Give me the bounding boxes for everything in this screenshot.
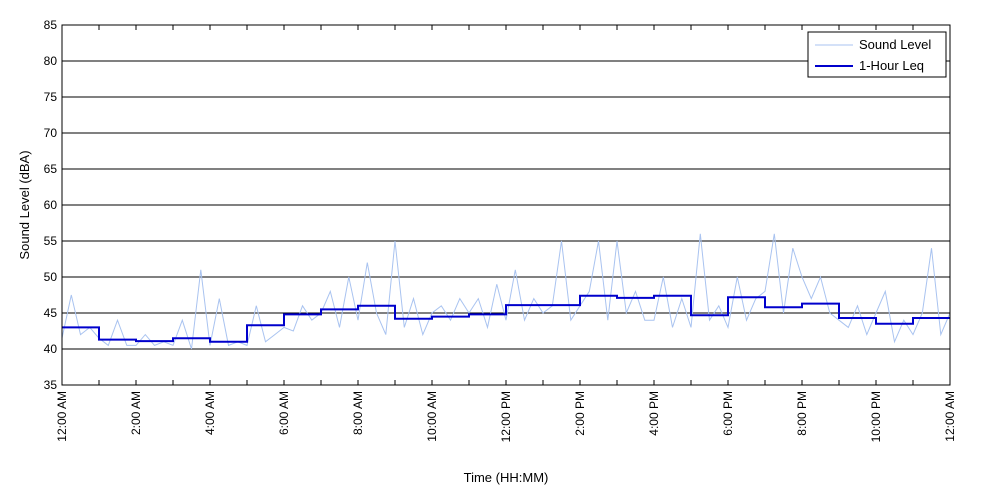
- x-tick-label: 2:00 PM: [573, 391, 587, 436]
- x-tick-label: 4:00 PM: [647, 391, 661, 436]
- y-tick-label: 85: [44, 18, 58, 32]
- y-axis-label: Sound Level (dBA): [17, 150, 32, 259]
- series-layer: [61, 233, 951, 350]
- x-tick-label: 6:00 PM: [721, 391, 735, 436]
- x-tick-label: 10:00 AM: [425, 391, 439, 442]
- y-tick-label: 60: [44, 198, 58, 212]
- legend-label-sound-level: Sound Level: [859, 37, 931, 52]
- x-tick-label: 12:00 AM: [943, 391, 957, 442]
- x-tick-label: 8:00 AM: [351, 391, 365, 435]
- legend-label-1-hour-leq: 1-Hour Leq: [859, 58, 924, 73]
- y-tick-label: 45: [44, 306, 58, 320]
- x-tick-label: 12:00 AM: [55, 391, 69, 442]
- y-tick-label: 75: [44, 90, 58, 104]
- tick-layer: 35 40 45 50 55 60 65 70 75 80 85 12:00 AM 2:00 AM 4:0…: [44, 18, 957, 442]
- series-line-1-hour-leq: [62, 294, 950, 343]
- y-tick-label: 35: [44, 378, 58, 392]
- x-tick-label: 6:00 AM: [277, 391, 291, 435]
- y-tick-label: 55: [44, 234, 58, 248]
- y-tick-label: 70: [44, 126, 58, 140]
- series-line-sound-level: [61, 233, 951, 350]
- x-tick-label: 8:00 PM: [795, 391, 809, 436]
- x-tick-label: 2:00 AM: [129, 391, 143, 435]
- x-tick-label: 12:00 PM: [499, 391, 513, 442]
- legend-box: [807, 31, 947, 78]
- x-axis-label: Time (HH:MM): [464, 470, 549, 485]
- y-tick-label: 65: [44, 162, 58, 176]
- x-tick-label: 4:00 AM: [203, 391, 217, 435]
- y-tick-label: 80: [44, 54, 58, 68]
- y-tick-label: 50: [44, 270, 58, 284]
- x-tick-label: 10:00 PM: [869, 391, 883, 442]
- y-tick-label: 40: [44, 342, 58, 356]
- legend: Sound Level 1-Hour Leq: [807, 31, 947, 78]
